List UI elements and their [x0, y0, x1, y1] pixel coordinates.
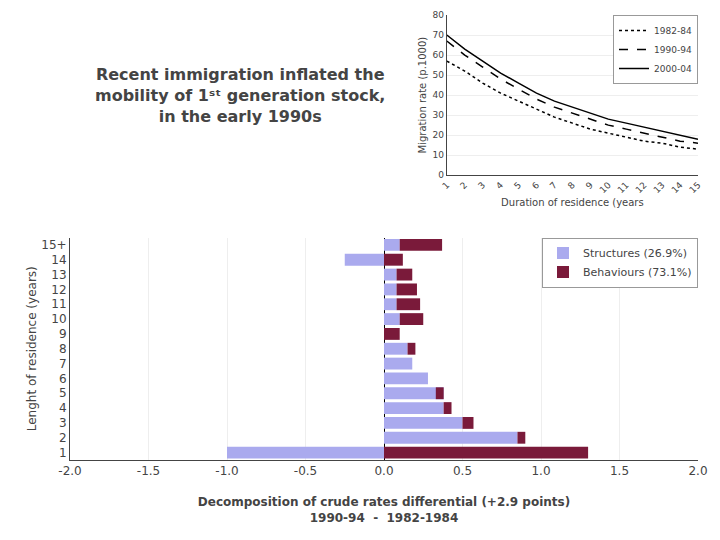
- svg-text:11: 11: [51, 297, 66, 311]
- svg-text:0.5: 0.5: [453, 464, 472, 478]
- svg-text:7: 7: [59, 357, 67, 371]
- svg-text:12: 12: [634, 180, 649, 195]
- svg-text:Behaviours (73.1%): Behaviours (73.1%): [583, 266, 692, 279]
- svg-text:Decomposition of crude rates d: Decomposition of crude rates differentia…: [198, 495, 570, 525]
- svg-text:Lenght of residence (years): Lenght of residence (years): [25, 266, 39, 431]
- svg-text:0.0: 0.0: [374, 464, 393, 478]
- svg-text:1990-94: 1990-94: [654, 45, 692, 55]
- svg-text:-2.0: -2.0: [58, 464, 81, 478]
- svg-text:13: 13: [652, 180, 667, 195]
- svg-text:7: 7: [548, 180, 559, 191]
- svg-text:9: 9: [59, 327, 67, 341]
- svg-text:-1.5: -1.5: [137, 464, 160, 478]
- svg-text:11: 11: [616, 180, 631, 195]
- svg-text:3: 3: [59, 416, 67, 430]
- svg-text:12: 12: [51, 283, 66, 297]
- svg-text:30: 30: [433, 110, 445, 120]
- svg-text:1: 1: [59, 446, 67, 460]
- svg-text:5: 5: [512, 180, 523, 191]
- svg-text:-1.0: -1.0: [215, 464, 238, 478]
- svg-text:-0.5: -0.5: [294, 464, 317, 478]
- svg-text:13: 13: [51, 268, 66, 282]
- svg-text:70: 70: [433, 30, 445, 40]
- svg-text:40: 40: [433, 90, 445, 100]
- svg-text:6: 6: [59, 372, 67, 386]
- svg-text:4: 4: [59, 401, 67, 415]
- svg-text:Recent immigration inflated th: Recent immigration inflated themobility …: [95, 65, 385, 126]
- svg-text:1.0: 1.0: [531, 464, 550, 478]
- svg-text:Structures (26.9%): Structures (26.9%): [583, 247, 687, 260]
- svg-text:1: 1: [440, 180, 451, 191]
- svg-text:8: 8: [566, 180, 577, 191]
- svg-text:15: 15: [687, 180, 702, 195]
- svg-text:4: 4: [494, 180, 505, 191]
- svg-text:50: 50: [433, 70, 445, 80]
- svg-text:Duration of residence (years: Duration of residence (years: [501, 197, 644, 208]
- svg-text:10: 10: [598, 180, 613, 195]
- svg-text:8: 8: [59, 342, 67, 356]
- svg-text:5: 5: [59, 386, 67, 400]
- svg-text:1982-84: 1982-84: [654, 26, 692, 36]
- svg-text:10: 10: [51, 312, 66, 326]
- svg-text:2.0: 2.0: [688, 464, 707, 478]
- svg-text:15+: 15+: [41, 238, 66, 252]
- svg-text:Migration rate (p.1000): Migration rate (p.1000): [417, 37, 428, 154]
- svg-text:60: 60: [433, 50, 445, 60]
- svg-text:2: 2: [59, 431, 67, 445]
- svg-text:1.5: 1.5: [610, 464, 629, 478]
- svg-text:2000-04: 2000-04: [654, 64, 692, 74]
- svg-text:80: 80: [433, 10, 445, 20]
- svg-text:20: 20: [433, 130, 445, 140]
- svg-text:3: 3: [476, 180, 487, 191]
- svg-text:9: 9: [584, 180, 595, 191]
- svg-text:0: 0: [438, 170, 444, 180]
- svg-text:6: 6: [530, 180, 541, 191]
- svg-text:14: 14: [51, 253, 66, 267]
- svg-text:2: 2: [458, 180, 469, 191]
- svg-text:10: 10: [433, 150, 445, 160]
- svg-text:14: 14: [669, 180, 684, 195]
